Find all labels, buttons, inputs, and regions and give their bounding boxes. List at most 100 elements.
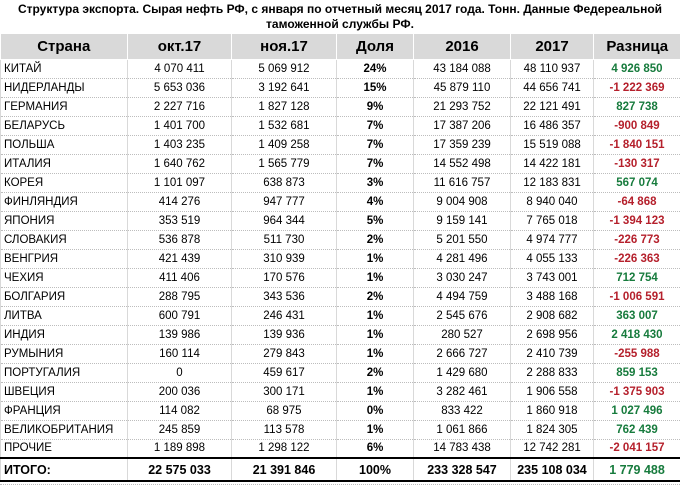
value-cell: 2 227 716 <box>127 97 232 117</box>
value-cell: 9 004 908 <box>413 192 511 212</box>
bottom-grid-line <box>0 484 680 485</box>
table-row: СЛОВАКИЯ 536 878 511 730 2% 5 201 550 4 974 7… <box>0 230 680 250</box>
column-header: 2016 <box>413 34 511 60</box>
value-cell: 245 859 <box>127 420 232 440</box>
country-cell: ВЕЛИКОБРИТАНИЯ <box>0 420 128 440</box>
share-cell: 7% <box>336 154 414 174</box>
value-cell: 1 532 681 <box>231 116 337 136</box>
column-header: Доля <box>336 34 414 60</box>
value-cell: 21 293 752 <box>413 97 511 117</box>
value-cell: 4 055 133 <box>510 249 594 269</box>
share-cell: 2% <box>336 363 414 383</box>
value-cell: 1 189 898 <box>127 439 232 459</box>
value-cell: 14 783 438 <box>413 439 511 459</box>
value-cell: 170 576 <box>231 268 337 288</box>
value-cell: 8 940 040 <box>510 192 594 212</box>
table-row: ФИНЛЯНДИЯ 414 276 947 777 4% 9 004 908 8 940 … <box>0 192 680 212</box>
table-row: ШВЕЦИЯ 200 036 300 171 1% 3 282 461 1 906 558… <box>0 382 680 402</box>
value-cell: 1 409 258 <box>231 135 337 155</box>
value-cell: 280 527 <box>413 325 511 345</box>
table-row: ИНДИЯ 139 986 139 936 1% 280 527 2 698 956 2 4… <box>0 325 680 345</box>
share-cell: 1% <box>336 420 414 440</box>
column-header: Страна <box>0 34 128 60</box>
value-cell: 2 288 833 <box>510 363 594 383</box>
country-cell: ВЕНГРИЯ <box>0 249 128 269</box>
value-cell: 45 879 110 <box>413 78 511 98</box>
value-cell: 3 192 641 <box>231 78 337 98</box>
value-cell: 11 616 757 <box>413 173 511 193</box>
diff-cell: -1 840 151 <box>593 135 680 155</box>
value-cell: 536 878 <box>127 230 232 250</box>
table-row: ПОРТУГАЛИЯ 0 459 617 2% 1 429 680 2 288 833 85… <box>0 363 680 383</box>
value-cell: 14 422 181 <box>510 154 594 174</box>
value-cell: 114 082 <box>127 401 232 421</box>
value-cell: 3 282 461 <box>413 382 511 402</box>
column-header: ноя.17 <box>231 34 337 60</box>
country-cell: НИДЕРЛАНДЫ <box>0 78 128 98</box>
table-row: ВЕЛИКОБРИТАНИЯ 245 859 113 578 1% 1 061 866 1… <box>0 420 680 440</box>
value-cell: 1 906 558 <box>510 382 594 402</box>
value-cell: 113 578 <box>231 420 337 440</box>
table-row: БЕЛАРУСЬ 1 401 700 1 532 681 7% 17 387 206 16… <box>0 116 680 136</box>
value-cell: 1 403 235 <box>127 135 232 155</box>
value-cell: 9 159 141 <box>413 211 511 231</box>
value-cell: 947 777 <box>231 192 337 212</box>
diff-cell: -130 317 <box>593 154 680 174</box>
diff-cell: 762 439 <box>593 420 680 440</box>
value-cell: 2 666 727 <box>413 344 511 364</box>
table-row: НИДЕРЛАНДЫ 5 653 036 3 192 641 15% 45 879 11… <box>0 78 680 98</box>
share-cell: 2% <box>336 230 414 250</box>
table-title: Структура экспорта. Сырая нефть РФ, с ян… <box>0 0 680 32</box>
country-cell: ФРАНЦИЯ <box>0 401 128 421</box>
value-cell: 1 061 866 <box>413 420 511 440</box>
value-cell: 160 114 <box>127 344 232 364</box>
export-table: Страна окт.17 ноя.17 Доля 2016 2017 Разница КИ… <box>0 34 680 482</box>
value-cell: 833 422 <box>413 401 511 421</box>
country-cell: СЛОВАКИЯ <box>0 230 128 250</box>
diff-cell: -1 375 903 <box>593 382 680 402</box>
value-cell: 4 281 496 <box>413 249 511 269</box>
diff-cell: 363 007 <box>593 306 680 326</box>
value-cell: 12 742 281 <box>510 439 594 459</box>
table-row: ЯПОНИЯ 353 519 964 344 5% 9 159 141 7 765 018… <box>0 211 680 231</box>
total-value-cell: 235 108 034 <box>510 457 594 482</box>
total-diff-cell: 1 779 488 <box>593 457 680 482</box>
diff-cell: -226 773 <box>593 230 680 250</box>
value-cell: 279 843 <box>231 344 337 364</box>
value-cell: 5 201 550 <box>413 230 511 250</box>
value-cell: 353 519 <box>127 211 232 231</box>
country-cell: ПОЛЬША <box>0 135 128 155</box>
total-row: ИТОГО: 22 575 033 21 391 846 100% 233 328 54… <box>0 457 680 482</box>
share-cell: 1% <box>336 325 414 345</box>
value-cell: 2 698 956 <box>510 325 594 345</box>
diff-cell: -1 394 123 <box>593 211 680 231</box>
value-cell: 5 069 912 <box>231 59 337 79</box>
column-header: окт.17 <box>127 34 232 60</box>
value-cell: 2 410 739 <box>510 344 594 364</box>
diff-cell: -1 006 591 <box>593 287 680 307</box>
share-cell: 1% <box>336 249 414 269</box>
country-cell: ИТАЛИЯ <box>0 154 128 174</box>
value-cell: 0 <box>127 363 232 383</box>
value-cell: 300 171 <box>231 382 337 402</box>
share-cell: 6% <box>336 439 414 459</box>
value-cell: 246 431 <box>231 306 337 326</box>
value-cell: 1 824 305 <box>510 420 594 440</box>
value-cell: 310 939 <box>231 249 337 269</box>
table-row: ИТАЛИЯ 1 640 762 1 565 779 7% 14 552 498 14 4… <box>0 154 680 174</box>
value-cell: 288 795 <box>127 287 232 307</box>
value-cell: 1 401 700 <box>127 116 232 136</box>
value-cell: 17 359 239 <box>413 135 511 155</box>
column-header: 2017 <box>510 34 594 60</box>
country-cell: ПОРТУГАЛИЯ <box>0 363 128 383</box>
value-cell: 1 565 779 <box>231 154 337 174</box>
country-cell: БОЛГАРИЯ <box>0 287 128 307</box>
header-row: Страна окт.17 ноя.17 Доля 2016 2017 Разница <box>0 34 680 60</box>
share-cell: 5% <box>336 211 414 231</box>
total-value-cell: 21 391 846 <box>231 457 337 482</box>
value-cell: 4 974 777 <box>510 230 594 250</box>
country-cell: РУМЫНИЯ <box>0 344 128 364</box>
value-cell: 1 640 762 <box>127 154 232 174</box>
value-cell: 139 986 <box>127 325 232 345</box>
total-share-cell: 100% <box>336 457 414 482</box>
